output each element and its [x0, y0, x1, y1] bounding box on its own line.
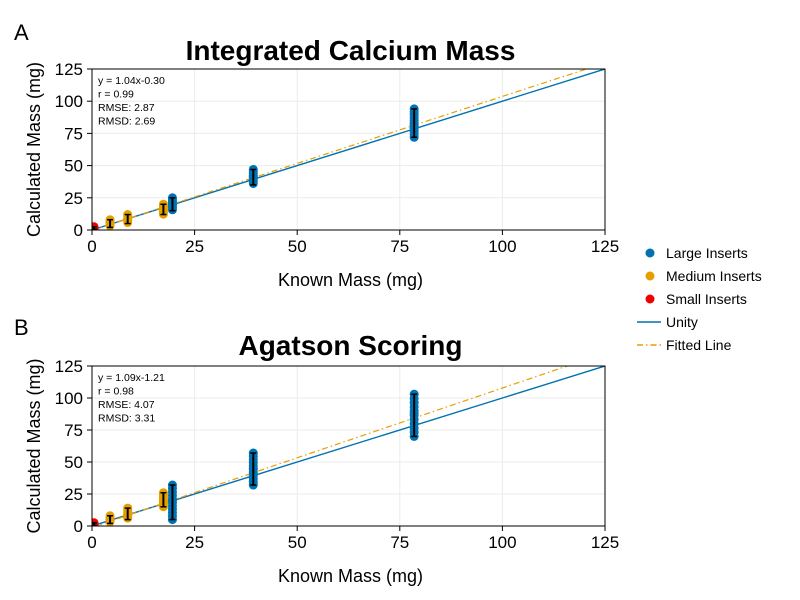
x-tick-label: 25	[185, 237, 204, 256]
x-tick-label: 0	[87, 237, 96, 256]
x-tick-label: 100	[488, 237, 516, 256]
legend-swatch-medium	[645, 271, 655, 281]
legend-swatch-large	[645, 248, 655, 258]
chart-title: Agatson Scoring	[238, 330, 462, 361]
y-axis-label: Calculated Mass (mg)	[24, 62, 44, 237]
panel-letter: B	[14, 315, 29, 340]
legend-swatch-small	[645, 294, 655, 304]
axes-frame	[91, 68, 606, 231]
y-tick-label: 0	[74, 517, 83, 536]
x-tick-label: 75	[390, 237, 409, 256]
y-tick-label: 125	[55, 357, 83, 376]
x-axis-label: Known Mass (mg)	[278, 566, 423, 586]
panel-letter: A	[14, 20, 29, 45]
legend-label-medium: Medium Inserts	[666, 268, 762, 284]
legend-label-unity: Unity	[666, 314, 698, 330]
y-tick-label: 75	[64, 124, 83, 143]
y-tick-label: 100	[55, 92, 83, 111]
plot-area	[92, 69, 605, 230]
x-tick-label: 75	[390, 533, 409, 552]
y-tick-label: 125	[55, 60, 83, 79]
legend-item-small: Small Inserts	[645, 291, 747, 307]
stats-line: RMSD: 3.31	[98, 413, 155, 425]
legend-item-fitted: Fitted Line	[637, 337, 732, 353]
axes-frame	[91, 365, 606, 527]
unity-line	[92, 366, 605, 526]
y-tick-label: 25	[64, 485, 83, 504]
legend-label-small: Small Inserts	[666, 291, 747, 307]
fitted-line	[92, 69, 589, 230]
legend-item-medium: Medium Inserts	[645, 268, 762, 284]
fitted-line	[94, 366, 570, 526]
legend-item-unity: Unity	[637, 314, 698, 330]
panel-a: A Integrated Calcium Mass 0 25 50 75 100 125 0 25…	[14, 20, 619, 290]
legend: Large Inserts Medium Inserts Small Inserts…	[637, 245, 762, 353]
y-axis-label: Calculated Mass (mg)	[24, 358, 44, 533]
stats-line: RMSD: 2.69	[98, 116, 155, 128]
chart-title: Integrated Calcium Mass	[186, 35, 516, 66]
x-tick-label: 125	[591, 533, 619, 552]
x-tick-label: 125	[591, 237, 619, 256]
unity-line	[92, 69, 605, 230]
x-tick-label: 0	[87, 533, 96, 552]
y-tick-label: 100	[55, 389, 83, 408]
stats-line: r = 0.98	[98, 386, 134, 398]
x-tick-label: 50	[288, 533, 307, 552]
panel-b: B Agatson Scoring 0 25 50 75 100 125 0 25 50 75 100 1…	[14, 315, 619, 586]
y-tick-label: 50	[64, 453, 83, 472]
x-tick-label: 100	[488, 533, 516, 552]
y-tick-label: 50	[64, 157, 83, 176]
y-tick-label: 0	[74, 221, 83, 240]
stats-line: r = 0.99	[98, 89, 134, 101]
legend-label-large: Large Inserts	[666, 245, 748, 261]
legend-label-fitted: Fitted Line	[666, 337, 732, 353]
y-tick-label: 75	[64, 421, 83, 440]
plot-area	[92, 366, 605, 526]
x-tick-label: 50	[288, 237, 307, 256]
stats-line: y = 1.04x-0.30	[98, 75, 165, 87]
stats-line: RMSE: 4.07	[98, 399, 155, 411]
x-axis-label: Known Mass (mg)	[278, 270, 423, 290]
x-tick-label: 25	[185, 533, 204, 552]
stats-line: y = 1.09x-1.21	[98, 372, 165, 384]
legend-item-large: Large Inserts	[645, 245, 748, 261]
y-tick-label: 25	[64, 189, 83, 208]
stats-line: RMSE: 2.87	[98, 102, 155, 114]
